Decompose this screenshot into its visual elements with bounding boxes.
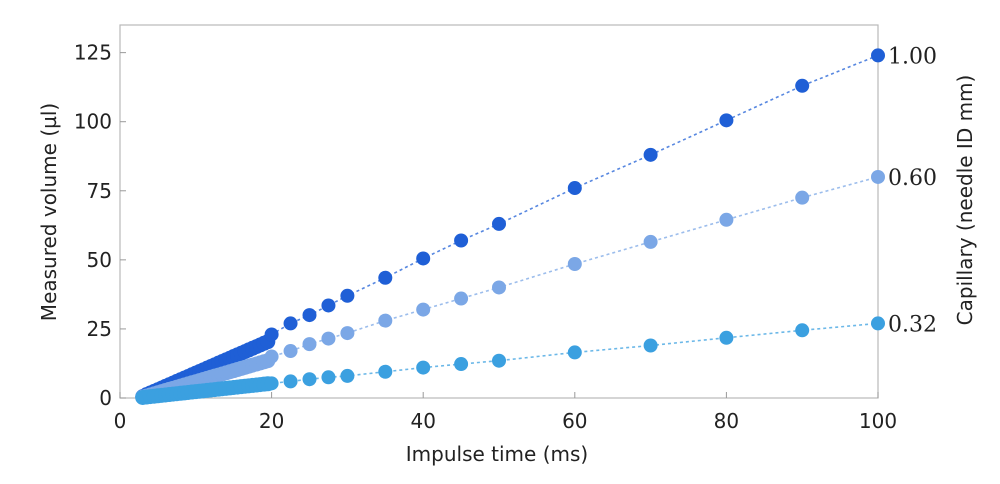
data-point: [378, 364, 393, 379]
data-point: [492, 353, 506, 368]
x-tick-label: 100: [859, 409, 897, 433]
data-point: [416, 302, 431, 317]
x-axis-title: Impulse time (ms): [406, 442, 588, 466]
data-point: [264, 349, 279, 364]
data-point: [283, 344, 298, 359]
data-point: [416, 360, 431, 375]
x-tick-label: 20: [259, 409, 284, 433]
data-point: [871, 316, 885, 331]
data-point: [454, 233, 469, 248]
data-point: [492, 280, 506, 295]
y-tick-label: 100: [74, 110, 112, 134]
data-point: [321, 331, 336, 346]
y-tick-label: 125: [74, 41, 112, 65]
data-point: [871, 48, 885, 63]
data-point: [264, 376, 279, 391]
y-axis-title: Measured volume (µl): [37, 103, 61, 321]
x-tick-label: 80: [714, 409, 739, 433]
data-point: [795, 78, 810, 93]
data-point: [567, 256, 582, 271]
data-point: [492, 216, 506, 231]
data-point: [416, 251, 431, 266]
y2-axis-title: Capillary (needle ID mm): [953, 75, 977, 326]
y-tick-label: 25: [87, 317, 112, 341]
data-point: [567, 345, 582, 360]
y-tick-label: 50: [87, 248, 112, 272]
data-point: [321, 298, 336, 313]
data-point: [871, 169, 885, 184]
data-point: [643, 234, 658, 249]
data-point: [643, 147, 658, 162]
data-point: [321, 370, 336, 385]
x-tick-label: 0: [114, 409, 127, 433]
plot-frame: [119, 24, 879, 399]
data-point: [302, 372, 317, 387]
data-point: [795, 323, 810, 338]
data-point: [340, 368, 355, 383]
x-tick-label: 40: [410, 409, 435, 433]
data-point: [719, 113, 734, 128]
series-label: 0.32: [888, 312, 937, 337]
data-point: [719, 330, 734, 345]
y-tick-label: 0: [99, 386, 112, 410]
y-tick-label: 75: [87, 179, 112, 203]
data-point: [283, 316, 298, 331]
data-point: [340, 326, 355, 341]
data-point: [378, 270, 393, 285]
data-point: [264, 327, 279, 342]
data-point: [795, 190, 810, 205]
data-point: [378, 313, 393, 328]
data-point: [719, 212, 734, 227]
plot-area: 0 20 40 60 80 100 0 25 50 75 100 125 1.00 0.60 0.32: [74, 24, 937, 433]
data-point: [643, 338, 658, 353]
data-point: [340, 288, 355, 303]
data-point: [302, 308, 317, 323]
data-point: [283, 374, 298, 389]
data-point: [454, 357, 469, 372]
series-label: 1.00: [888, 44, 937, 69]
data-point: [302, 337, 317, 352]
data-point: [454, 291, 469, 306]
series-label: 0.60: [888, 166, 937, 191]
data-point: [567, 181, 582, 196]
x-tick-label: 60: [562, 409, 587, 433]
